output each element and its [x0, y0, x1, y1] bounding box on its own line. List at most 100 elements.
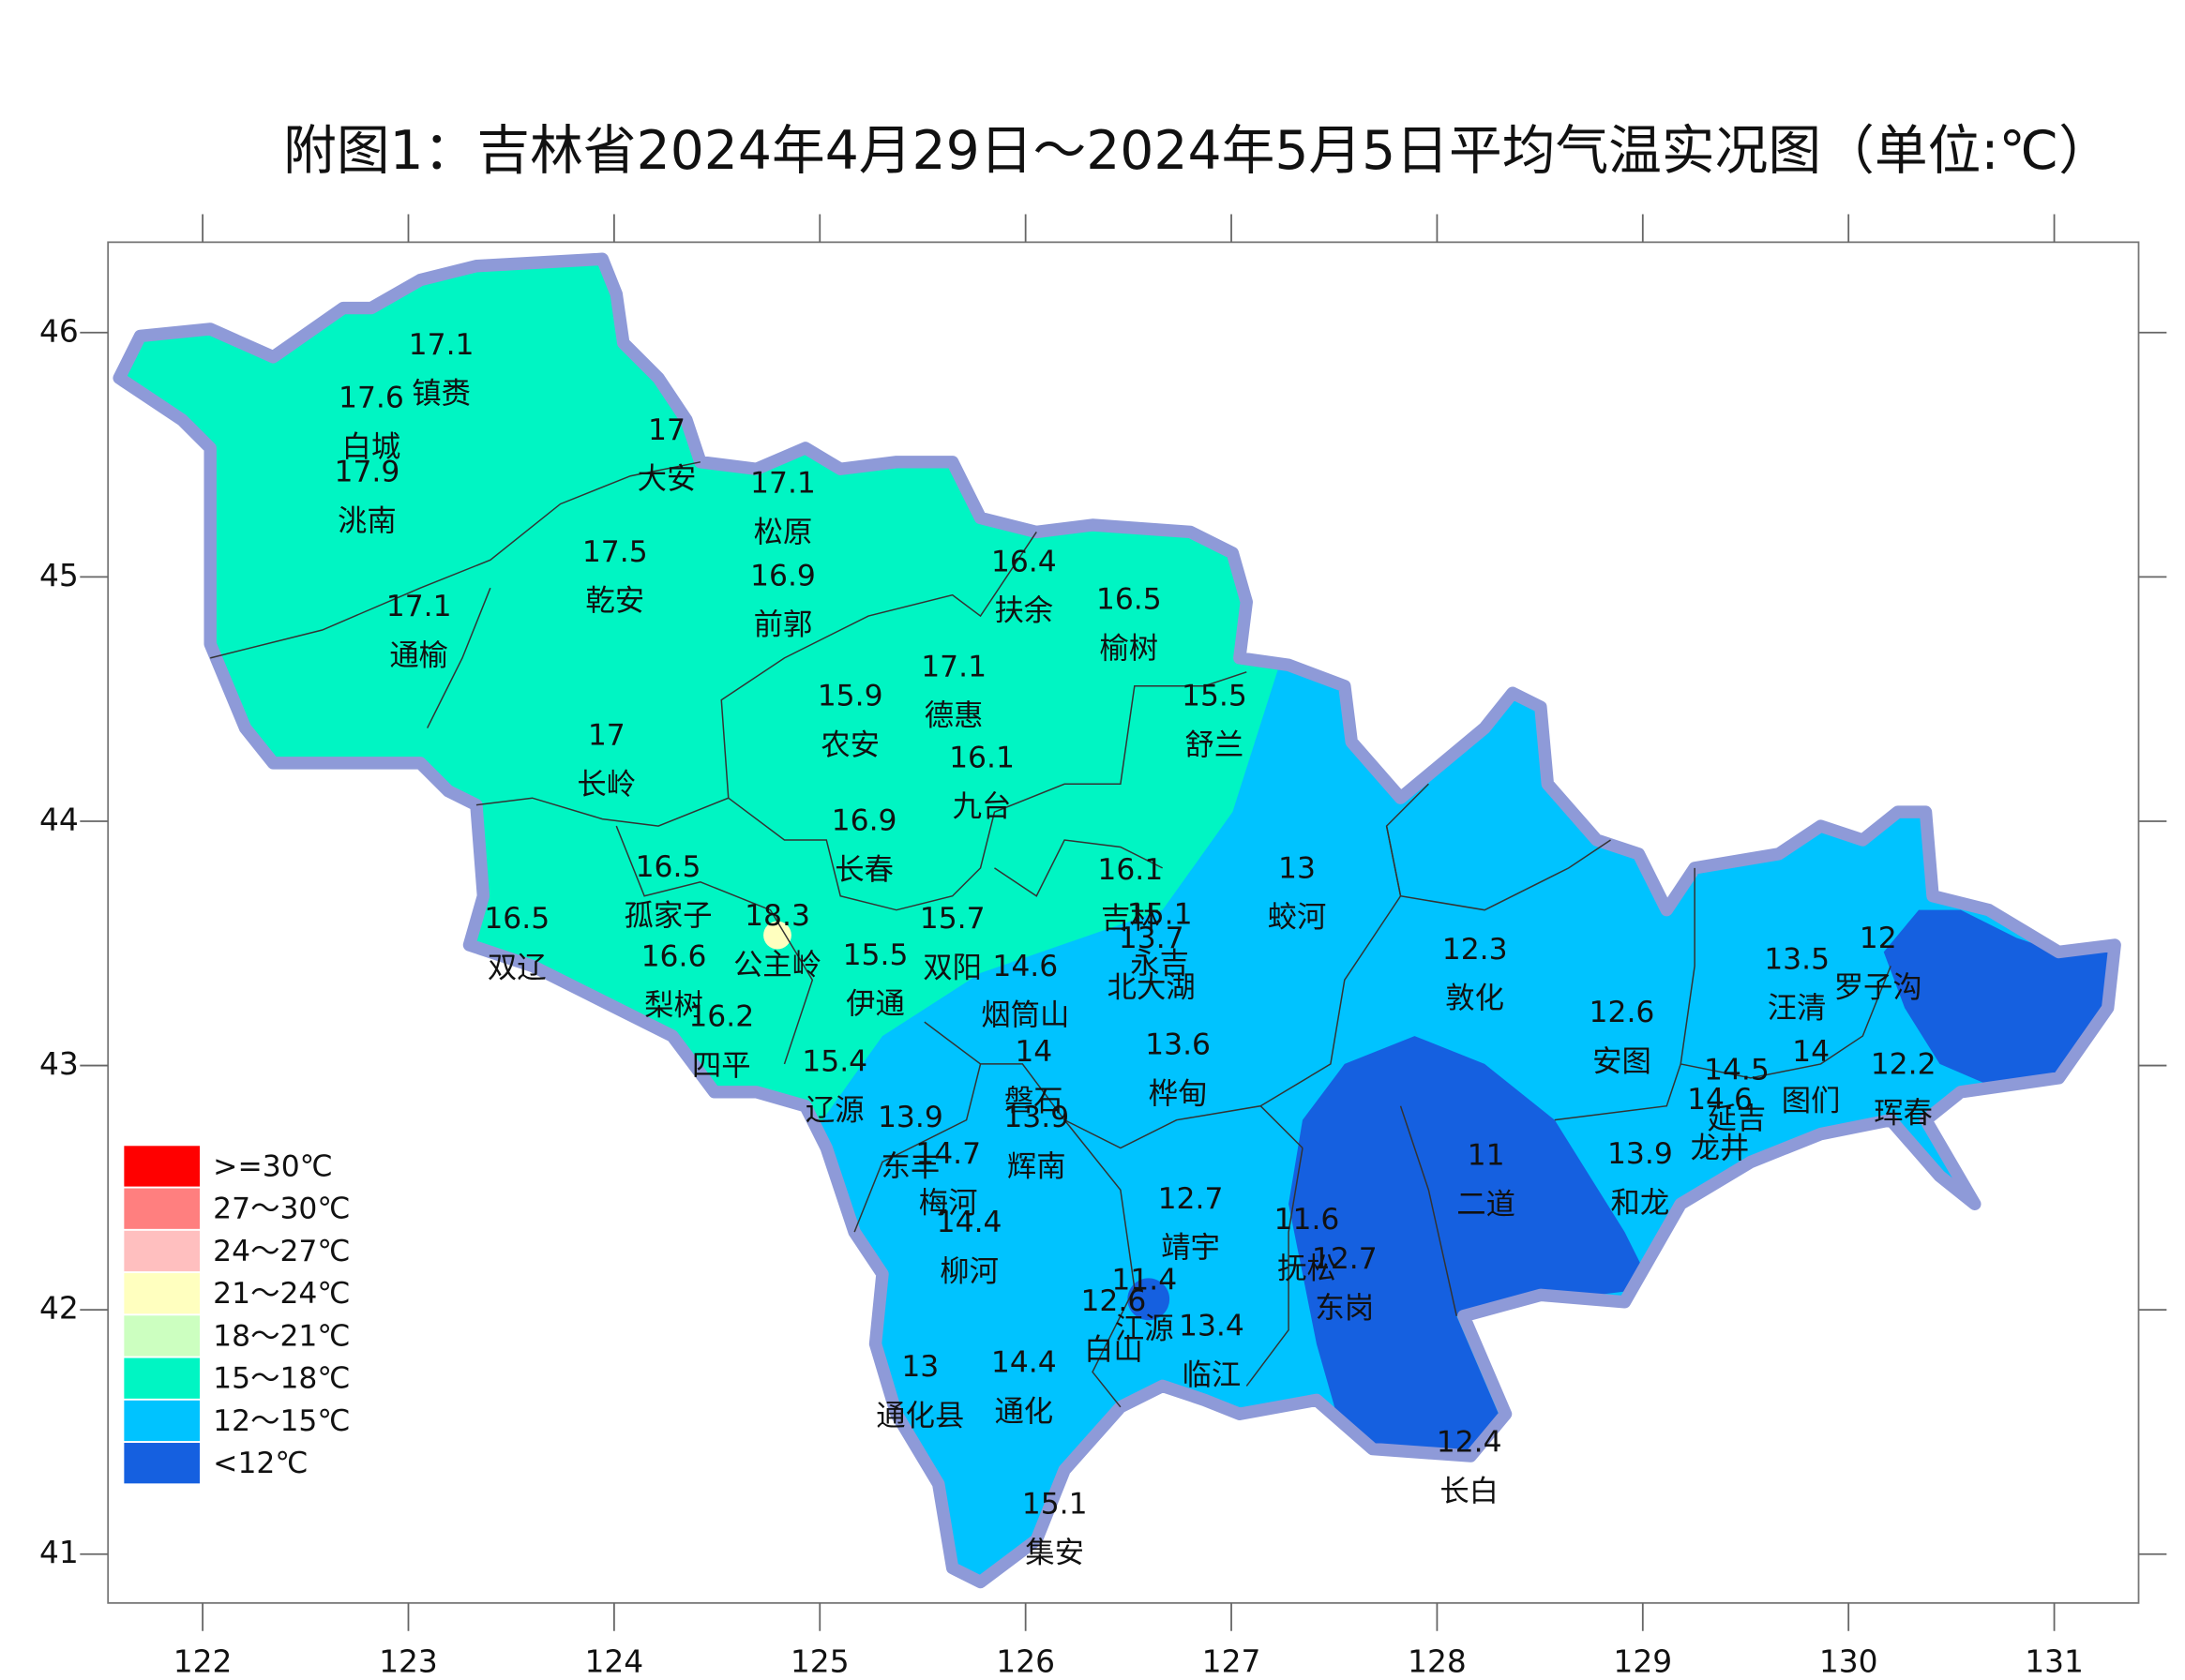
station-value: 14.4	[937, 1206, 1002, 1239]
y-tick-label: 41	[39, 1535, 79, 1570]
station-name: 白山	[1084, 1333, 1143, 1367]
station-name: 舒兰	[1185, 728, 1244, 762]
station-value: 16.9	[832, 804, 897, 838]
station-name: 汪清	[1768, 992, 1827, 1026]
station-name: 东丰	[881, 1149, 940, 1183]
station-value: 13.6	[1145, 1028, 1211, 1062]
station-value: 18.3	[745, 899, 810, 933]
y-tick-label: 44	[39, 802, 79, 837]
station-name: 和龙	[1611, 1186, 1670, 1220]
station-name: 临江	[1183, 1358, 1242, 1392]
station-value: 13.5	[1764, 942, 1830, 976]
station-value: 12.7	[1158, 1182, 1224, 1216]
legend-label: <12℃	[213, 1447, 308, 1480]
station-value: 12.6	[1080, 1284, 1146, 1318]
station-name: 蛟河	[1268, 901, 1327, 935]
x-tick-label: 131	[2025, 1644, 2084, 1680]
station-value: 16.2	[688, 1000, 754, 1034]
station-value: 14	[1015, 1035, 1052, 1069]
legend-label: 18～21℃	[213, 1319, 350, 1353]
station-name: 北大湖	[1108, 970, 1196, 1004]
station-name: 辉南	[1007, 1149, 1066, 1183]
zone-18-21	[763, 921, 791, 950]
station-value: 12.6	[1590, 996, 1655, 1029]
station-name: 公主岭	[733, 948, 821, 982]
station-value: 17.5	[582, 535, 648, 569]
station-value: 16.1	[949, 741, 1015, 774]
station-name: 永吉	[1130, 947, 1189, 981]
station-name: 通榆	[389, 638, 448, 672]
legend-swatch	[122, 1357, 202, 1401]
legend-label: >=30℃	[213, 1149, 333, 1183]
station-value: 17.9	[335, 456, 400, 489]
station-name: 图们	[1782, 1084, 1841, 1118]
station-value: 12.3	[1442, 933, 1508, 967]
station-value: 13	[1278, 851, 1316, 885]
x-tick-label: 124	[585, 1644, 644, 1680]
station-value: 13	[901, 1350, 939, 1384]
station-value: 17.1	[386, 590, 452, 623]
station-name: 梨树	[644, 989, 703, 1023]
station-value: 14.5	[1704, 1053, 1770, 1087]
station-name: 德惠	[925, 699, 984, 733]
y-tick-label: 46	[39, 313, 79, 349]
station-name: 长岭	[577, 768, 636, 802]
station-value: 17.6	[339, 382, 404, 415]
station-name: 梅河	[919, 1186, 978, 1220]
legend-label: 24～27℃	[213, 1235, 350, 1268]
map-title: 附图1：吉林省2024年4月29日～2024年5月5日平均气温实况图（单位:℃）	[283, 120, 2112, 182]
station-value: 16.9	[750, 559, 816, 592]
x-tick-label: 130	[1819, 1644, 1878, 1680]
station-name: 东岗	[1315, 1291, 1374, 1325]
station-name: 二道	[1456, 1188, 1515, 1222]
station-value: 11.6	[1274, 1203, 1340, 1237]
station-name: 四平	[692, 1049, 751, 1083]
station-name: 长春	[835, 853, 894, 887]
x-tick-label: 127	[1202, 1644, 1261, 1680]
station-name: 磐石	[1004, 1084, 1063, 1118]
zone-lt12	[1127, 1278, 1170, 1321]
station-name: 乾安	[585, 584, 644, 618]
legend-swatch	[122, 1144, 202, 1189]
station-name: 安图	[1592, 1044, 1651, 1078]
station-value: 17.1	[750, 467, 816, 501]
station-name: 榆树	[1099, 632, 1158, 666]
legend-swatch	[122, 1441, 202, 1485]
station-name: 烟筒山	[981, 998, 1069, 1032]
station-name: 孤家子	[624, 899, 712, 933]
station-value: 13.4	[1179, 1310, 1244, 1343]
station-name: 长白	[1439, 1475, 1499, 1508]
station-name: 江源	[1115, 1312, 1174, 1346]
station-value: 12.7	[1312, 1242, 1378, 1276]
station-value: 11.4	[1111, 1263, 1177, 1297]
legend-label: 27～30℃	[213, 1192, 350, 1226]
station-name: 农安	[821, 728, 880, 762]
station-value: 16.4	[991, 545, 1057, 578]
station-value: 14.6	[1687, 1083, 1753, 1117]
station-name: 双辽	[488, 951, 547, 984]
station-value: 17.1	[921, 650, 987, 683]
station-name: 柳河	[940, 1254, 999, 1288]
station-name: 辽源	[806, 1094, 865, 1128]
y-tick-label: 42	[39, 1291, 79, 1327]
station-name: 延吉	[1708, 1102, 1767, 1136]
station-name: 桦甸	[1149, 1077, 1208, 1111]
station-value: 15.7	[920, 902, 986, 936]
station-value: 14.6	[992, 950, 1058, 983]
zone-lt12	[1288, 1036, 1653, 1457]
station-value: 14.4	[991, 1346, 1057, 1380]
y-tick-label: 43	[39, 1046, 79, 1082]
station-name: 罗子沟	[1834, 970, 1922, 1004]
station-value: 11	[1468, 1138, 1505, 1172]
station-value: 16.1	[1097, 853, 1163, 887]
station-value: 15.5	[1182, 680, 1247, 713]
station-name: 大安	[638, 462, 697, 496]
station-value: 17	[648, 413, 686, 447]
station-value: 13.9	[1003, 1101, 1069, 1134]
legend-swatch	[122, 1399, 202, 1443]
legend-swatch	[122, 1229, 202, 1273]
legend-swatch	[122, 1187, 202, 1231]
station-value: 16.6	[641, 939, 707, 973]
county-borders	[210, 461, 1891, 1408]
